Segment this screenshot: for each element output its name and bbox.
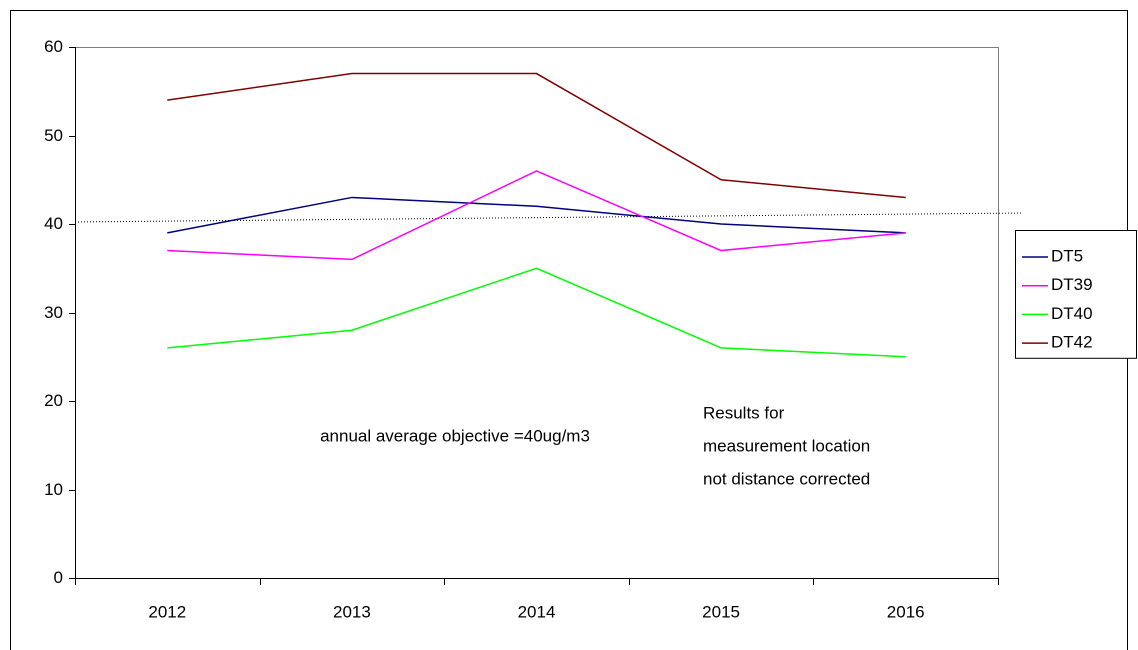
series-line (167, 170, 906, 261)
x-tick-label: 2015 (702, 602, 740, 621)
legend-box (1015, 230, 1137, 359)
legend-label: DT42 (1051, 333, 1093, 352)
legend-label: DT39 (1051, 275, 1093, 294)
legend-label: DT40 (1051, 304, 1093, 323)
x-tick-label: 2013 (333, 602, 371, 621)
annotation: measurement location (703, 436, 870, 455)
objective-line (74, 212, 1024, 223)
x-tick-label: 2012 (148, 602, 186, 621)
annotation: annual average objective =40ug/m3 (320, 426, 590, 445)
y-tick-label: 10 (44, 480, 63, 499)
legend-label: DT5 (1051, 246, 1083, 265)
y-tick-label: 20 (44, 391, 63, 410)
y-tick-label: 30 (44, 303, 63, 322)
series-line (167, 72, 906, 199)
series-line (167, 267, 906, 358)
y-tick-label: 60 (44, 37, 63, 56)
x-tick-label: 2016 (887, 602, 925, 621)
y-tick-label: 0 (54, 568, 63, 587)
y-tick-label: 50 (44, 126, 63, 145)
series-line (167, 196, 906, 234)
y-tick-label: 40 (44, 214, 63, 233)
x-tick-label: 2014 (518, 602, 556, 621)
chart-border (10, 10, 1128, 650)
annotation: not distance corrected (703, 469, 870, 488)
annotation: Results for (703, 403, 785, 422)
